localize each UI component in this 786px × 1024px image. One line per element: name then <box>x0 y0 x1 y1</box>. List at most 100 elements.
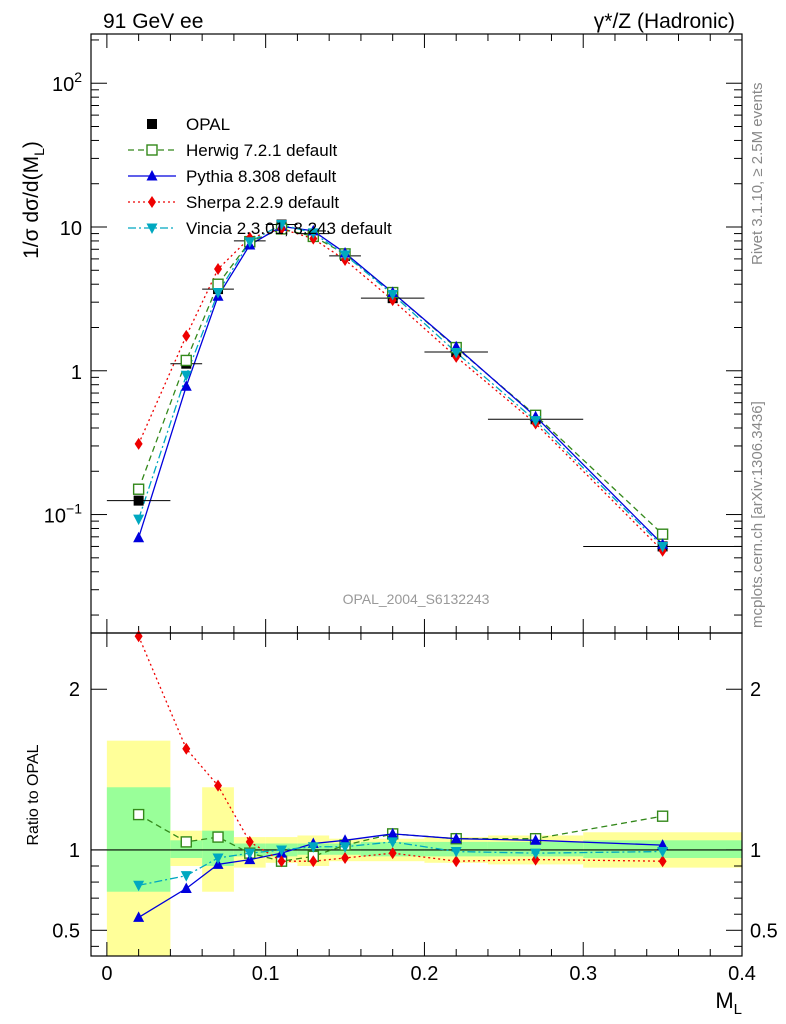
process-title: γ*/Z (Hadronic) <box>594 10 735 33</box>
mcplots-label: mcplots.cern.ch [arXiv:1306.3436] <box>749 401 766 628</box>
series-marker <box>387 289 399 301</box>
ratio-series-marker <box>341 851 350 864</box>
y-tick-label: 102 <box>52 69 82 96</box>
x-axis-label: ML <box>715 988 742 1018</box>
ratio-series-marker <box>450 847 462 858</box>
series-marker <box>657 541 669 553</box>
series-marker <box>450 347 462 359</box>
x-tick-label: 0.1 <box>252 963 280 985</box>
legend-entry: Vincia 2.3.01, 8.243 default <box>128 219 392 238</box>
ratio-series-marker <box>531 853 540 866</box>
series-line <box>138 228 664 535</box>
series-line <box>138 225 664 545</box>
legend-label: Vincia 2.3.01, 8.243 default <box>186 219 392 238</box>
ratio-series-marker <box>182 742 191 755</box>
legend-marker <box>148 196 156 208</box>
y-tick-label: 1 <box>71 362 82 384</box>
legend-marker <box>146 170 158 181</box>
ratio-series-marker <box>309 855 318 868</box>
series-marker <box>132 483 145 495</box>
x-tick-label: 0.3 <box>569 963 597 985</box>
legend-label: Pythia 8.308 default <box>186 167 337 186</box>
legend-entry-data: OPAL <box>147 115 230 134</box>
ratio-series-marker <box>180 871 192 882</box>
series-marker <box>212 278 224 290</box>
ratio-series-marker <box>245 835 254 848</box>
ratio-series-marker <box>180 882 192 894</box>
series-marker <box>339 250 351 261</box>
ratio-series-marker <box>657 847 669 858</box>
series-marker <box>133 514 145 526</box>
ratio-series-marker <box>387 837 399 848</box>
rivet-version-label: Rivet 3.1.10, ≥ 2.5M events <box>749 83 766 266</box>
ratio-y-tick-label: 1 <box>69 840 80 862</box>
ratio-y-tick-label-right: 2 <box>750 679 761 701</box>
series-marker <box>530 416 542 427</box>
series-marker <box>182 329 191 342</box>
ratio-y-tick-label: 2 <box>69 679 80 701</box>
ratio-series-marker <box>452 855 461 868</box>
ratio-series-marker <box>133 880 145 892</box>
analysis-id-watermark: OPAL_2004_S6132243 <box>343 591 490 607</box>
ratio-series-marker <box>656 810 669 822</box>
ratio-y-axis-label: Ratio to OPAL <box>25 744 42 845</box>
series-marker <box>180 354 192 367</box>
legend-label: OPAL <box>186 115 230 134</box>
ratio-series-marker <box>530 834 542 845</box>
ratio-series-marker <box>388 847 397 860</box>
series-marker <box>134 437 143 450</box>
ratio-series-marker <box>244 848 256 860</box>
ratio-series-marker <box>212 831 224 843</box>
x-tick-label: 0.4 <box>728 963 756 985</box>
series-line <box>138 228 664 552</box>
ratio-y-tick-label: 0.5 <box>52 920 80 942</box>
y-tick-label: 10−1 <box>44 501 82 528</box>
series-marker <box>180 380 192 391</box>
ratio-series-marker <box>212 853 224 864</box>
energy-title: 91 GeV ee <box>103 10 203 33</box>
ratio-series-marker <box>387 827 399 839</box>
ratio-series-marker <box>339 842 351 853</box>
ratio-inner-band <box>170 840 203 858</box>
ratio-series-marker <box>133 911 145 922</box>
legend-marker <box>147 119 157 129</box>
ratio-y-tick-label-right: 1 <box>750 840 761 862</box>
ratio-series-marker <box>132 808 145 821</box>
main-y-axis-label: 1/σ dσ/d(ML) <box>20 141 47 259</box>
legend-entry: Herwig 7.2.1 default <box>128 141 337 160</box>
legend-marker <box>146 223 158 234</box>
legend: OPAL Herwig 7.2.1 default Pythia 8.308 def… <box>128 115 392 238</box>
ratio-series-marker <box>657 839 669 850</box>
ratio-y-tick-label-right: 0.5 <box>750 920 778 942</box>
x-tick-label: 0 <box>101 963 112 985</box>
legend-entry: Sherpa 2.2.9 default <box>128 193 339 212</box>
series-marker <box>307 228 319 239</box>
legend-marker <box>146 144 158 156</box>
series-marker <box>180 370 192 382</box>
ratio-series-marker <box>180 836 192 848</box>
y-tick-label: 10 <box>60 218 82 240</box>
ratio-series-marker <box>276 845 288 856</box>
ratio-series-marker <box>658 855 667 868</box>
ratio-series-marker <box>530 848 542 860</box>
ratio-series-marker <box>214 779 223 792</box>
series-marker <box>276 220 288 231</box>
ratio-panel-frame <box>90 632 743 957</box>
series-marker <box>244 237 256 248</box>
series-marker <box>214 263 223 276</box>
ratio-series-marker <box>134 630 143 643</box>
series-marker <box>133 531 145 543</box>
legend-entry: Pythia 8.308 default <box>128 167 337 186</box>
ratio-series-marker <box>339 834 351 845</box>
x-tick-label: 0.2 <box>411 963 439 985</box>
data-point <box>133 495 144 506</box>
ratio-series-marker <box>277 855 286 868</box>
legend-label: Herwig 7.2.1 default <box>186 141 337 160</box>
ratio-inner-band <box>106 787 171 892</box>
legend-label: Sherpa 2.2.9 default <box>186 193 339 212</box>
ratio-series-marker <box>307 842 319 853</box>
series-marker <box>212 288 224 299</box>
series-marker <box>656 528 669 540</box>
ratio-series-marker <box>450 832 462 844</box>
